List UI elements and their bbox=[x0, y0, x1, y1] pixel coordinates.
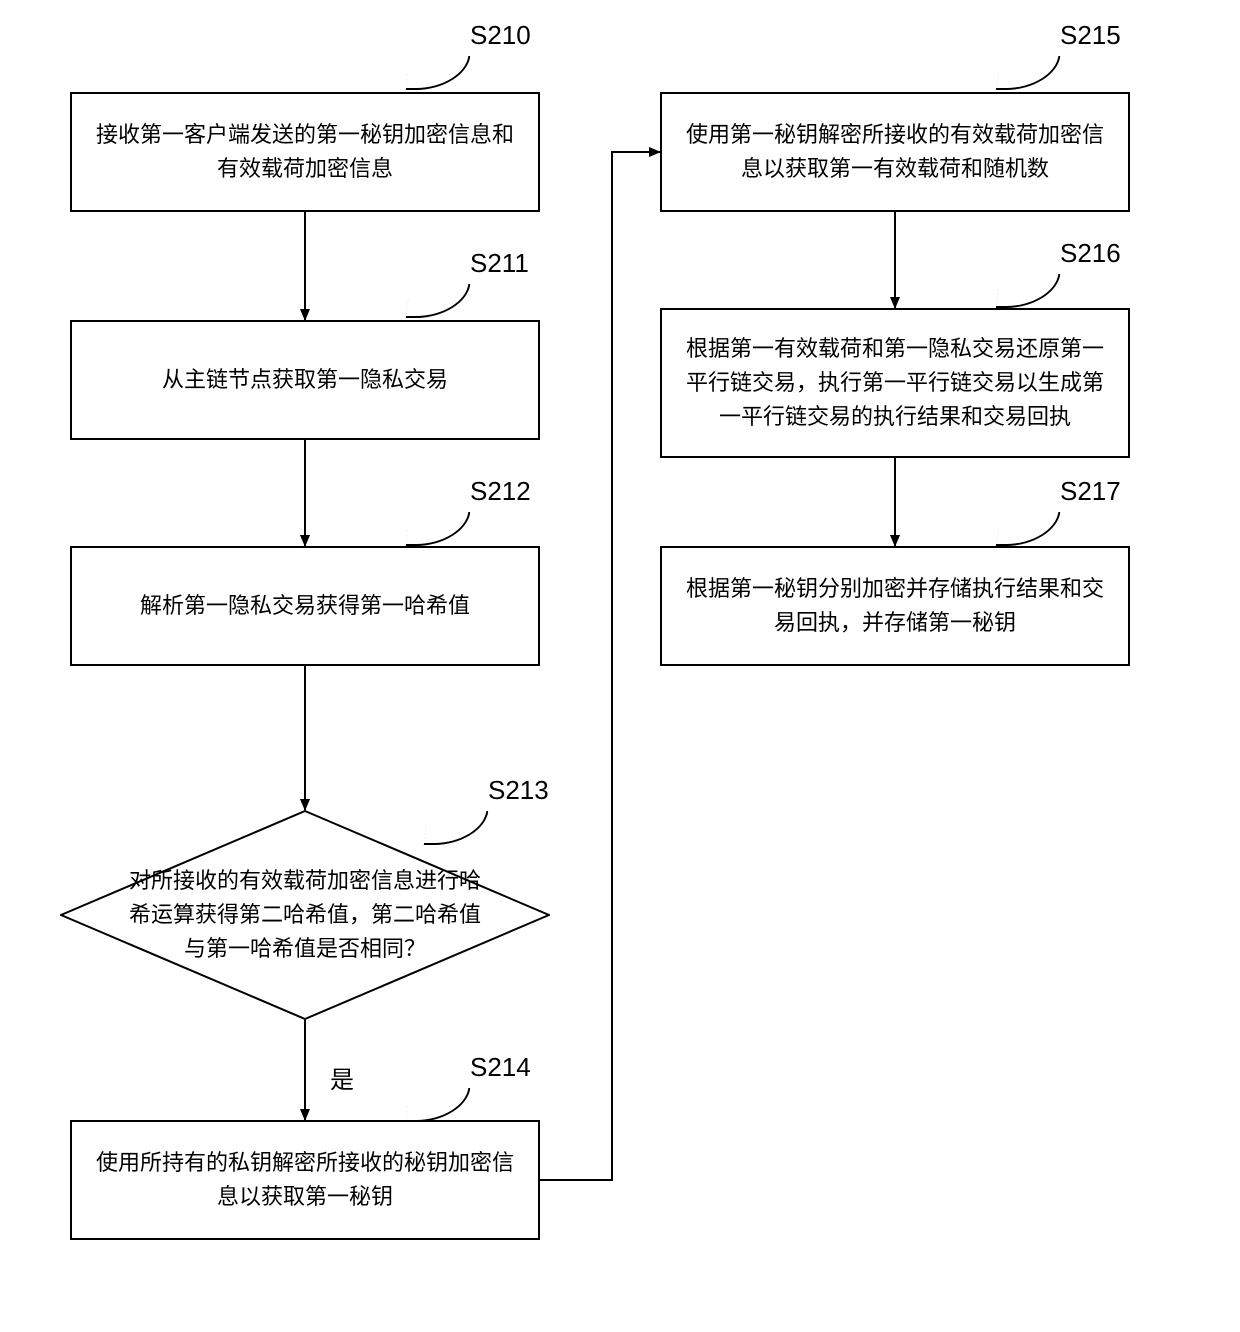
step-label-s212: S212 bbox=[470, 476, 531, 507]
flowchart-container: S210 接收第一客户端发送的第一秘钥加密信息和有效载荷加密信息 S211 从主… bbox=[0, 0, 1240, 1332]
step-label-s210: S210 bbox=[470, 20, 531, 51]
node-text: 根据第一有效载荷和第一隐私交易还原第一平行链交易，执行第一平行链交易以生成第一平… bbox=[680, 332, 1110, 434]
node-text: 解析第一隐私交易获得第一哈希值 bbox=[140, 589, 470, 623]
step-label-s217: S217 bbox=[1060, 476, 1121, 507]
step-label-s216: S216 bbox=[1060, 238, 1121, 269]
node-s211: 从主链节点获取第一隐私交易 bbox=[70, 320, 540, 440]
step-curve-s214 bbox=[406, 1088, 471, 1122]
node-s217: 根据第一秘钥分别加密并存储执行结果和交易回执，并存储第一秘钥 bbox=[660, 546, 1130, 666]
step-label-s214: S214 bbox=[470, 1052, 531, 1083]
node-s212: 解析第一隐私交易获得第一哈希值 bbox=[70, 546, 540, 666]
step-curve-s211 bbox=[406, 284, 471, 318]
node-text: 从主链节点获取第一隐私交易 bbox=[162, 363, 448, 397]
node-s210: 接收第一客户端发送的第一秘钥加密信息和有效载荷加密信息 bbox=[70, 92, 540, 212]
node-s216: 根据第一有效载荷和第一隐私交易还原第一平行链交易，执行第一平行链交易以生成第一平… bbox=[660, 308, 1130, 458]
step-label-s211: S211 bbox=[470, 248, 529, 279]
node-text: 根据第一秘钥分别加密并存储执行结果和交易回执，并存储第一秘钥 bbox=[680, 572, 1110, 640]
step-curve-s217 bbox=[996, 512, 1061, 546]
node-text: 对所接收的有效载荷加密信息进行哈希运算获得第二哈希值，第二哈希值与第一哈希值是否… bbox=[120, 864, 490, 966]
node-s213: 对所接收的有效载荷加密信息进行哈希运算获得第二哈希值，第二哈希值与第一哈希值是否… bbox=[60, 810, 550, 1020]
node-s214: 使用所持有的私钥解密所接收的秘钥加密信息以获取第一秘钥 bbox=[70, 1120, 540, 1240]
edge-s214-s215 bbox=[540, 152, 660, 1180]
step-curve-s210 bbox=[406, 56, 471, 90]
step-curve-s212 bbox=[406, 512, 471, 546]
node-text: 接收第一客户端发送的第一秘钥加密信息和有效载荷加密信息 bbox=[90, 118, 520, 186]
edge-label-yes: 是 bbox=[330, 1060, 354, 1095]
node-s215: 使用第一秘钥解密所接收的有效载荷加密信息以获取第一有效载荷和随机数 bbox=[660, 92, 1130, 212]
step-curve-s216 bbox=[996, 274, 1061, 308]
step-label-s215: S215 bbox=[1060, 20, 1121, 51]
node-text: 使用第一秘钥解密所接收的有效载荷加密信息以获取第一有效载荷和随机数 bbox=[680, 118, 1110, 186]
step-label-s213: S213 bbox=[488, 775, 549, 806]
node-text: 使用所持有的私钥解密所接收的秘钥加密信息以获取第一秘钥 bbox=[90, 1146, 520, 1214]
step-curve-s215 bbox=[996, 56, 1061, 90]
